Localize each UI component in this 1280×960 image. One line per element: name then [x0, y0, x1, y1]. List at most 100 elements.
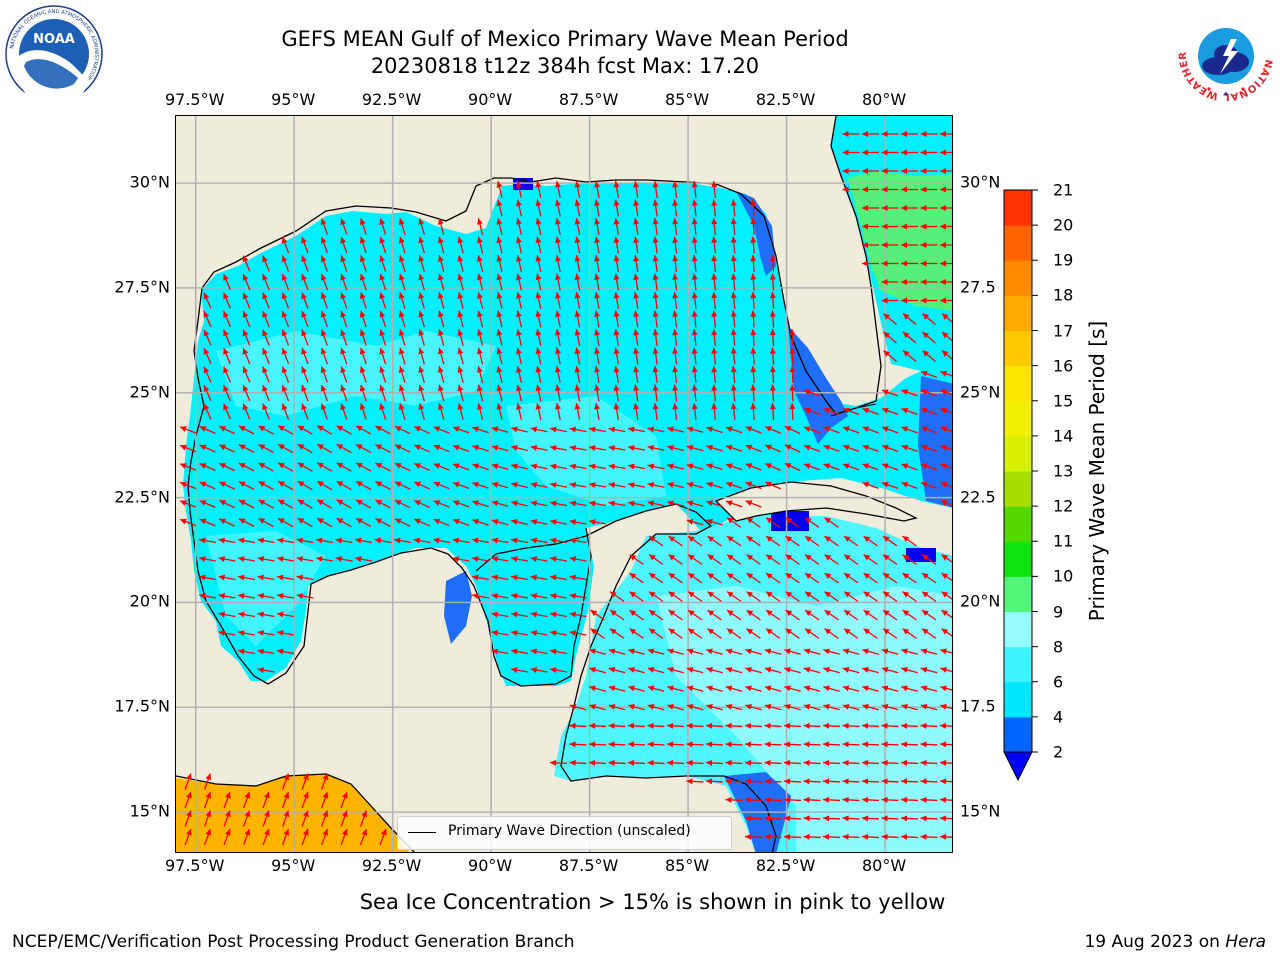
- wave-direction-arrow: [530, 482, 548, 488]
- wave-direction-arrow: [804, 609, 820, 621]
- wave-direction-arrow: [394, 481, 411, 490]
- wave-direction-arrow: [476, 403, 484, 420]
- wave-direction-arrow: [706, 518, 723, 526]
- wave-direction-arrow: [765, 591, 781, 602]
- wave-direction-arrow: [789, 328, 796, 347]
- wave-direction-arrow: [920, 186, 938, 193]
- wave-direction-arrow: [691, 236, 698, 254]
- wave-direction-arrow: [803, 796, 821, 803]
- wave-direction-arrow: [301, 791, 309, 809]
- wave-direction-arrow: [496, 329, 503, 346]
- wave-direction-arrow: [281, 791, 290, 809]
- wave-direction-arrow: [340, 403, 348, 420]
- wave-direction-arrow: [711, 328, 718, 347]
- wave-direction-arrow: [686, 500, 704, 507]
- wave-direction-arrow: [297, 480, 313, 491]
- wave-direction-arrow: [336, 480, 352, 491]
- wave-direction-arrow: [881, 205, 899, 211]
- wave-direction-arrow: [320, 347, 328, 365]
- wave-direction-arrow: [336, 517, 352, 528]
- wave-direction-arrow: [472, 518, 489, 526]
- wave-direction-arrow: [628, 500, 645, 507]
- wave-direction-arrow: [340, 810, 348, 827]
- wave-direction-arrow: [262, 347, 270, 365]
- wave-direction-arrow: [320, 255, 328, 272]
- wave-direction-arrow: [199, 593, 216, 600]
- wave-direction-arrow: [726, 572, 742, 584]
- wave-direction-arrow: [398, 292, 406, 309]
- wave-direction-arrow: [667, 500, 684, 507]
- wave-direction-arrow: [398, 218, 406, 235]
- wave-direction-arrow: [920, 426, 938, 434]
- wave-direction-arrow: [725, 796, 743, 803]
- wave-direction-arrow: [633, 328, 640, 347]
- wave-direction-arrow: [589, 519, 606, 526]
- wave-direction-arrow: [921, 591, 937, 602]
- wave-direction-arrow: [608, 722, 626, 729]
- wave-direction-arrow: [491, 481, 509, 489]
- wave-direction-arrow: [842, 149, 860, 156]
- wave-direction-arrow: [301, 810, 309, 827]
- wave-direction-arrow: [316, 517, 333, 528]
- wave-direction-arrow: [452, 518, 470, 526]
- wave-direction-arrow: [881, 481, 899, 490]
- wave-direction-arrow: [594, 329, 601, 346]
- wave-direction-arrow: [730, 273, 737, 291]
- wave-direction-arrow: [652, 236, 659, 254]
- wave-direction-arrow: [940, 297, 952, 304]
- wave-direction-arrow: [652, 365, 659, 384]
- wave-direction-arrow: [496, 403, 503, 420]
- wave-direction-arrow: [725, 722, 743, 729]
- wave-direction-arrow: [203, 828, 212, 846]
- wave-direction-arrow: [705, 759, 724, 766]
- wave-direction-arrow: [516, 310, 523, 328]
- wave-direction-arrow: [589, 426, 606, 433]
- wave-direction-arrow: [550, 556, 567, 563]
- wave-direction-arrow: [920, 685, 938, 692]
- wave-direction-arrow: [359, 347, 367, 365]
- wave-direction-arrow: [921, 628, 937, 639]
- wave-direction-arrow: [530, 426, 548, 433]
- wave-direction-arrow: [902, 609, 917, 621]
- wave-direction-arrow: [730, 384, 737, 402]
- wave-direction-arrow: [296, 556, 314, 563]
- wave-direction-arrow: [340, 329, 348, 346]
- wave-direction-arrow: [516, 366, 523, 383]
- wave-direction-arrow: [744, 833, 763, 840]
- wave-direction-arrow: [842, 759, 860, 766]
- wave-direction-arrow: [920, 131, 938, 137]
- wave-direction-arrow: [629, 628, 644, 639]
- wave-direction-arrow: [413, 462, 431, 472]
- wave-direction-arrow: [184, 828, 192, 846]
- wave-direction-arrow: [824, 609, 839, 621]
- wave-direction-arrow: [940, 223, 952, 230]
- left-latitude-label: 17.5°N: [114, 696, 170, 716]
- wave-direction-arrow: [555, 329, 561, 346]
- wave-direction-arrow: [647, 685, 665, 692]
- wave-direction-arrow: [550, 463, 567, 470]
- wave-direction-arrow: [842, 131, 860, 137]
- wave-direction-arrow: [900, 796, 919, 803]
- wave-direction-arrow: [750, 347, 757, 365]
- top-longitude-label: 85°W: [665, 90, 710, 109]
- wave-direction-arrow: [686, 481, 704, 489]
- wave-direction-arrow: [359, 403, 367, 420]
- wave-direction-arrow: [258, 443, 274, 454]
- wave-direction-arrow: [784, 444, 801, 453]
- wave-direction-arrow: [633, 236, 640, 254]
- wave-direction-arrow: [496, 347, 503, 365]
- wave-direction-arrow: [359, 218, 367, 235]
- wave-direction-arrow: [803, 426, 821, 434]
- wave-direction-arrow: [750, 199, 757, 217]
- wave-direction-arrow: [594, 181, 601, 198]
- wave-direction-arrow: [297, 425, 313, 435]
- wave-direction-arrow: [939, 796, 952, 803]
- wave-direction-arrow: [750, 217, 757, 236]
- wave-direction-arrow: [511, 648, 528, 655]
- wave-direction-arrow: [574, 347, 581, 365]
- right-latitude-label: 22.5: [960, 487, 996, 507]
- colorbar: [1003, 189, 1038, 782]
- wave-direction-arrow: [555, 181, 561, 198]
- wave-direction-arrow: [574, 310, 581, 328]
- wave-direction-arrow: [745, 648, 762, 655]
